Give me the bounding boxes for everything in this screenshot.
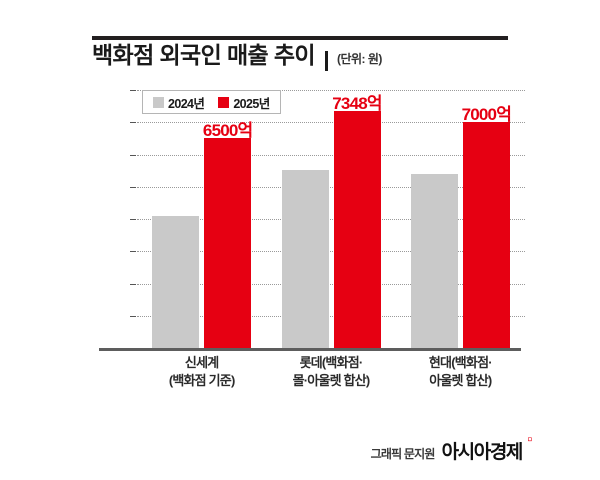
- legend-label-2024: 2024년: [168, 96, 205, 111]
- gridline: [137, 283, 525, 285]
- bar-2025: [333, 111, 381, 348]
- brand-name: 아시아경제: [441, 442, 524, 463]
- legend-swatch-icon-2024: [153, 96, 164, 108]
- x-axis-category-label: 현대(백화점· 아울렛 합산): [428, 355, 493, 388]
- y-axis-tick: [130, 219, 136, 220]
- gridline: [137, 154, 525, 156]
- legend-item-2024: 2024년: [153, 93, 205, 112]
- x-axis-category-label: 신세계 (백화점 기준): [168, 355, 235, 388]
- y-axis-tick: [130, 154, 136, 156]
- bar-2024: [281, 169, 329, 348]
- bar-value-label: 7348억: [332, 94, 382, 114]
- chart-legend: 2024년 2025년: [142, 90, 281, 114]
- title-divider: [324, 51, 328, 71]
- y-axis-tick: [130, 315, 136, 317]
- bar-value-label: 6500억: [202, 121, 253, 141]
- legend-swatch-icon-2025: [218, 96, 230, 108]
- gridline: [137, 186, 525, 188]
- bar-2024: [152, 215, 200, 348]
- brand-mark-icon: ▫: [527, 431, 532, 448]
- y-axis-tick: [130, 251, 136, 253]
- bar-2025: [462, 122, 510, 348]
- unit-label: (단위: 원): [336, 52, 382, 66]
- gridline: [137, 251, 525, 253]
- plot-area: 8000억7000억6000억5000억4000억3000억2000억1000억…: [99, 90, 525, 388]
- x-axis-category-label: 롯데(백화점· 몰·아울렛 합산): [292, 355, 371, 388]
- footer: 그래픽 문지원 아시아경제 ▫: [370, 432, 533, 464]
- gridline: [137, 315, 525, 317]
- bar-2025: [204, 138, 252, 348]
- credit-text: 그래픽 문지원: [370, 447, 436, 461]
- legend-label-2025: 2025년: [233, 96, 270, 111]
- y-axis-tick: [130, 283, 136, 285]
- page-title: 백화점 외국인 매출 추이: [92, 42, 316, 68]
- title-row: 백화점 외국인 매출 추이 (단위: 원): [92, 44, 512, 78]
- gridline: [137, 90, 525, 91]
- bar-value-label: 7000억: [461, 105, 512, 125]
- legend-item-2025: 2025년: [218, 93, 270, 112]
- gridline: [137, 122, 525, 124]
- y-axis-tick: [130, 90, 136, 91]
- axis-baseline: [99, 348, 521, 351]
- bar-2024: [410, 173, 458, 348]
- y-axis-tick: [130, 122, 136, 124]
- brand-logo: 아시아경제 ▫: [441, 432, 533, 464]
- gridline: [137, 219, 525, 220]
- y-axis-tick: [130, 186, 136, 188]
- header-rule: [92, 36, 508, 40]
